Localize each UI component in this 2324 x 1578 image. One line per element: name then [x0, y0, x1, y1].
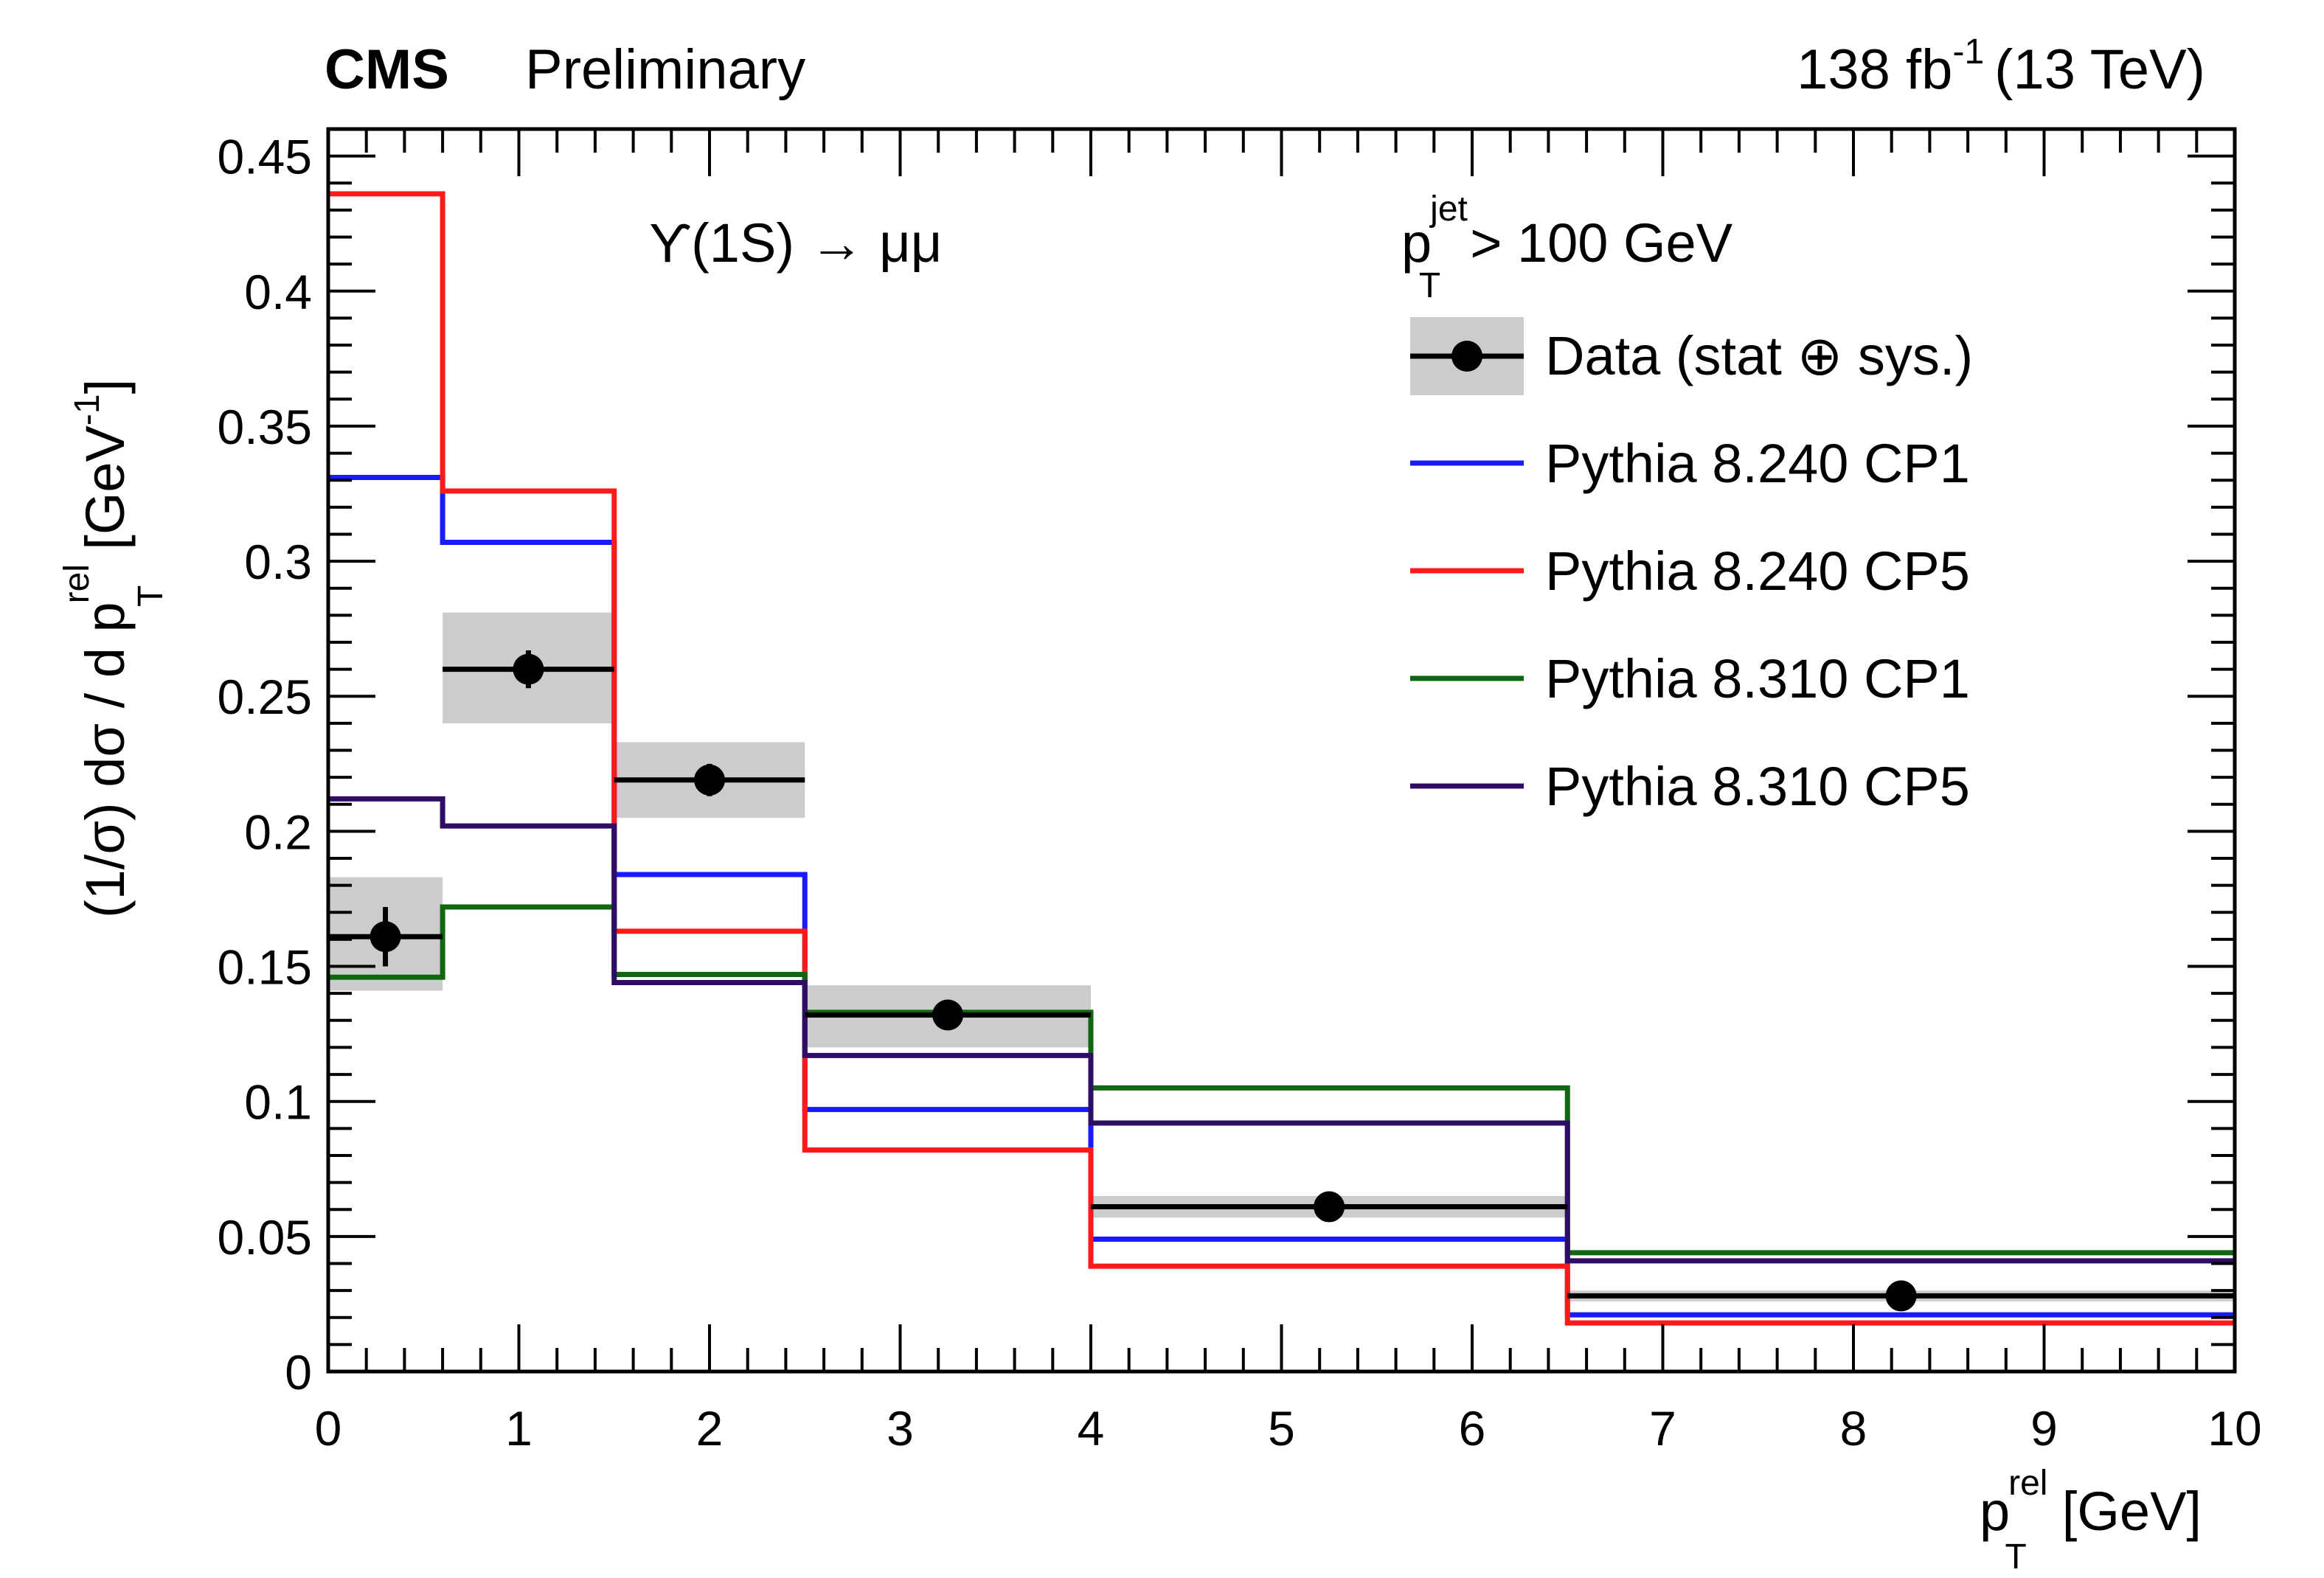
cut-label-sup: jet: [1429, 190, 1468, 229]
y-tick-label: 0.15: [218, 940, 312, 995]
legend-series-entries: Pythia 8.240 CP1 Pythia 8.240 CP5 Pythia 8…: [1410, 433, 1970, 817]
legend-data-label: Data (stat ⊕ sys.): [1545, 325, 1973, 386]
cut-label-rest: > 100 GeV: [1470, 212, 1733, 274]
luminosity-label: 138 fb-1 (13 TeV): [1797, 32, 2205, 101]
x-axis-title-unit: [GeV]: [2062, 1481, 2202, 1542]
y-axis-title-group: (1/σ) dσ / d prel T [GeV-1]: [58, 379, 170, 918]
x-tick-label: 2: [696, 1401, 724, 1456]
status-label: Preliminary: [525, 38, 805, 101]
plot-frame: [326, 127, 2237, 1374]
cut-label-main: p: [1401, 212, 1432, 274]
x-axis-title: prel T [GeV]: [1980, 1464, 2202, 1577]
y-axis-title-prefix: (1/σ) dσ / d p: [74, 602, 136, 918]
y-tick-label: 0.1: [244, 1075, 312, 1130]
lumi-value: 138 fb: [1797, 38, 1952, 101]
data-point: [1885, 1280, 1917, 1312]
data-point: [513, 653, 544, 685]
y-tick-label: 0.4: [244, 265, 312, 319]
y-tick-label: 0.05: [218, 1210, 312, 1265]
data-point: [694, 764, 725, 796]
x-tick-label: 3: [887, 1401, 914, 1456]
process-label: ϒ(1S) → μμ: [649, 212, 942, 274]
x-tick-label: 1: [505, 1401, 533, 1456]
x-tick-label: 6: [1459, 1401, 1486, 1456]
series-line-4: [328, 796, 2235, 1264]
y-tick-label: 0.2: [244, 804, 312, 859]
data-point: [1314, 1191, 1345, 1223]
x-tick-label: 10: [2207, 1401, 2261, 1456]
x-axis-title-sup: rel: [2008, 1464, 2047, 1503]
y-axis-title: (1/σ) dσ / d prel T [GeV-1]: [58, 379, 170, 918]
energy-label: (13 TeV): [1994, 38, 2205, 101]
data-points: [328, 650, 2235, 1312]
cut-label: pjet T > 100 GeV: [1401, 190, 1733, 305]
legend: Data (stat ⊕ sys.) Pythia 8.240 CP1Pythi…: [1410, 317, 1973, 817]
y-axis-title-sup: rel: [58, 564, 97, 603]
x-tick-label: 9: [2030, 1401, 2058, 1456]
axis-ticks: 0 1 2 3 4 5 6 7 8 9 10 0 0.05 0.1 0.15 0.2 0.25 0.3 0.35 0.…: [218, 128, 2262, 1456]
x-tick-label: 8: [1840, 1401, 1867, 1456]
lumi-exponent: -1: [1952, 32, 1984, 72]
data-point: [932, 999, 964, 1031]
x-tick-label: 0: [315, 1401, 342, 1456]
y-tick-label: 0.35: [218, 400, 312, 454]
x-axis-title-main: p: [1980, 1481, 2010, 1542]
legend-series-label-4: Pythia 8.310 CP5: [1545, 756, 1970, 817]
y-axis-title-unit-close: ]: [74, 379, 136, 394]
x-tick-label: 7: [1649, 1401, 1676, 1456]
legend-series-label-3: Pythia 8.310 CP1: [1545, 648, 1970, 709]
mc-series: [328, 191, 2235, 1326]
y-axis-title-unit-exp: -1: [68, 394, 107, 425]
experiment-label: CMS: [325, 38, 449, 101]
legend-series-label-2: Pythia 8.240 CP5: [1545, 541, 1970, 602]
y-tick-label: 0: [285, 1345, 312, 1400]
y-axis-title-sub: T: [131, 585, 170, 607]
x-tick-label: 4: [1078, 1401, 1105, 1456]
cut-label-sub: T: [1419, 266, 1440, 305]
legend-series-label-1: Pythia 8.240 CP1: [1545, 433, 1970, 494]
y-tick-label: 0.3: [244, 535, 312, 589]
legend-data-marker: [1451, 341, 1482, 372]
y-tick-label: 0.25: [218, 670, 312, 724]
y-tick-label: 0.45: [218, 130, 312, 184]
y-axis-title-unit: [GeV: [74, 425, 136, 549]
data-point: [370, 921, 401, 953]
x-axis-title-sub: T: [2005, 1537, 2026, 1577]
x-tick-label: 5: [1268, 1401, 1295, 1456]
